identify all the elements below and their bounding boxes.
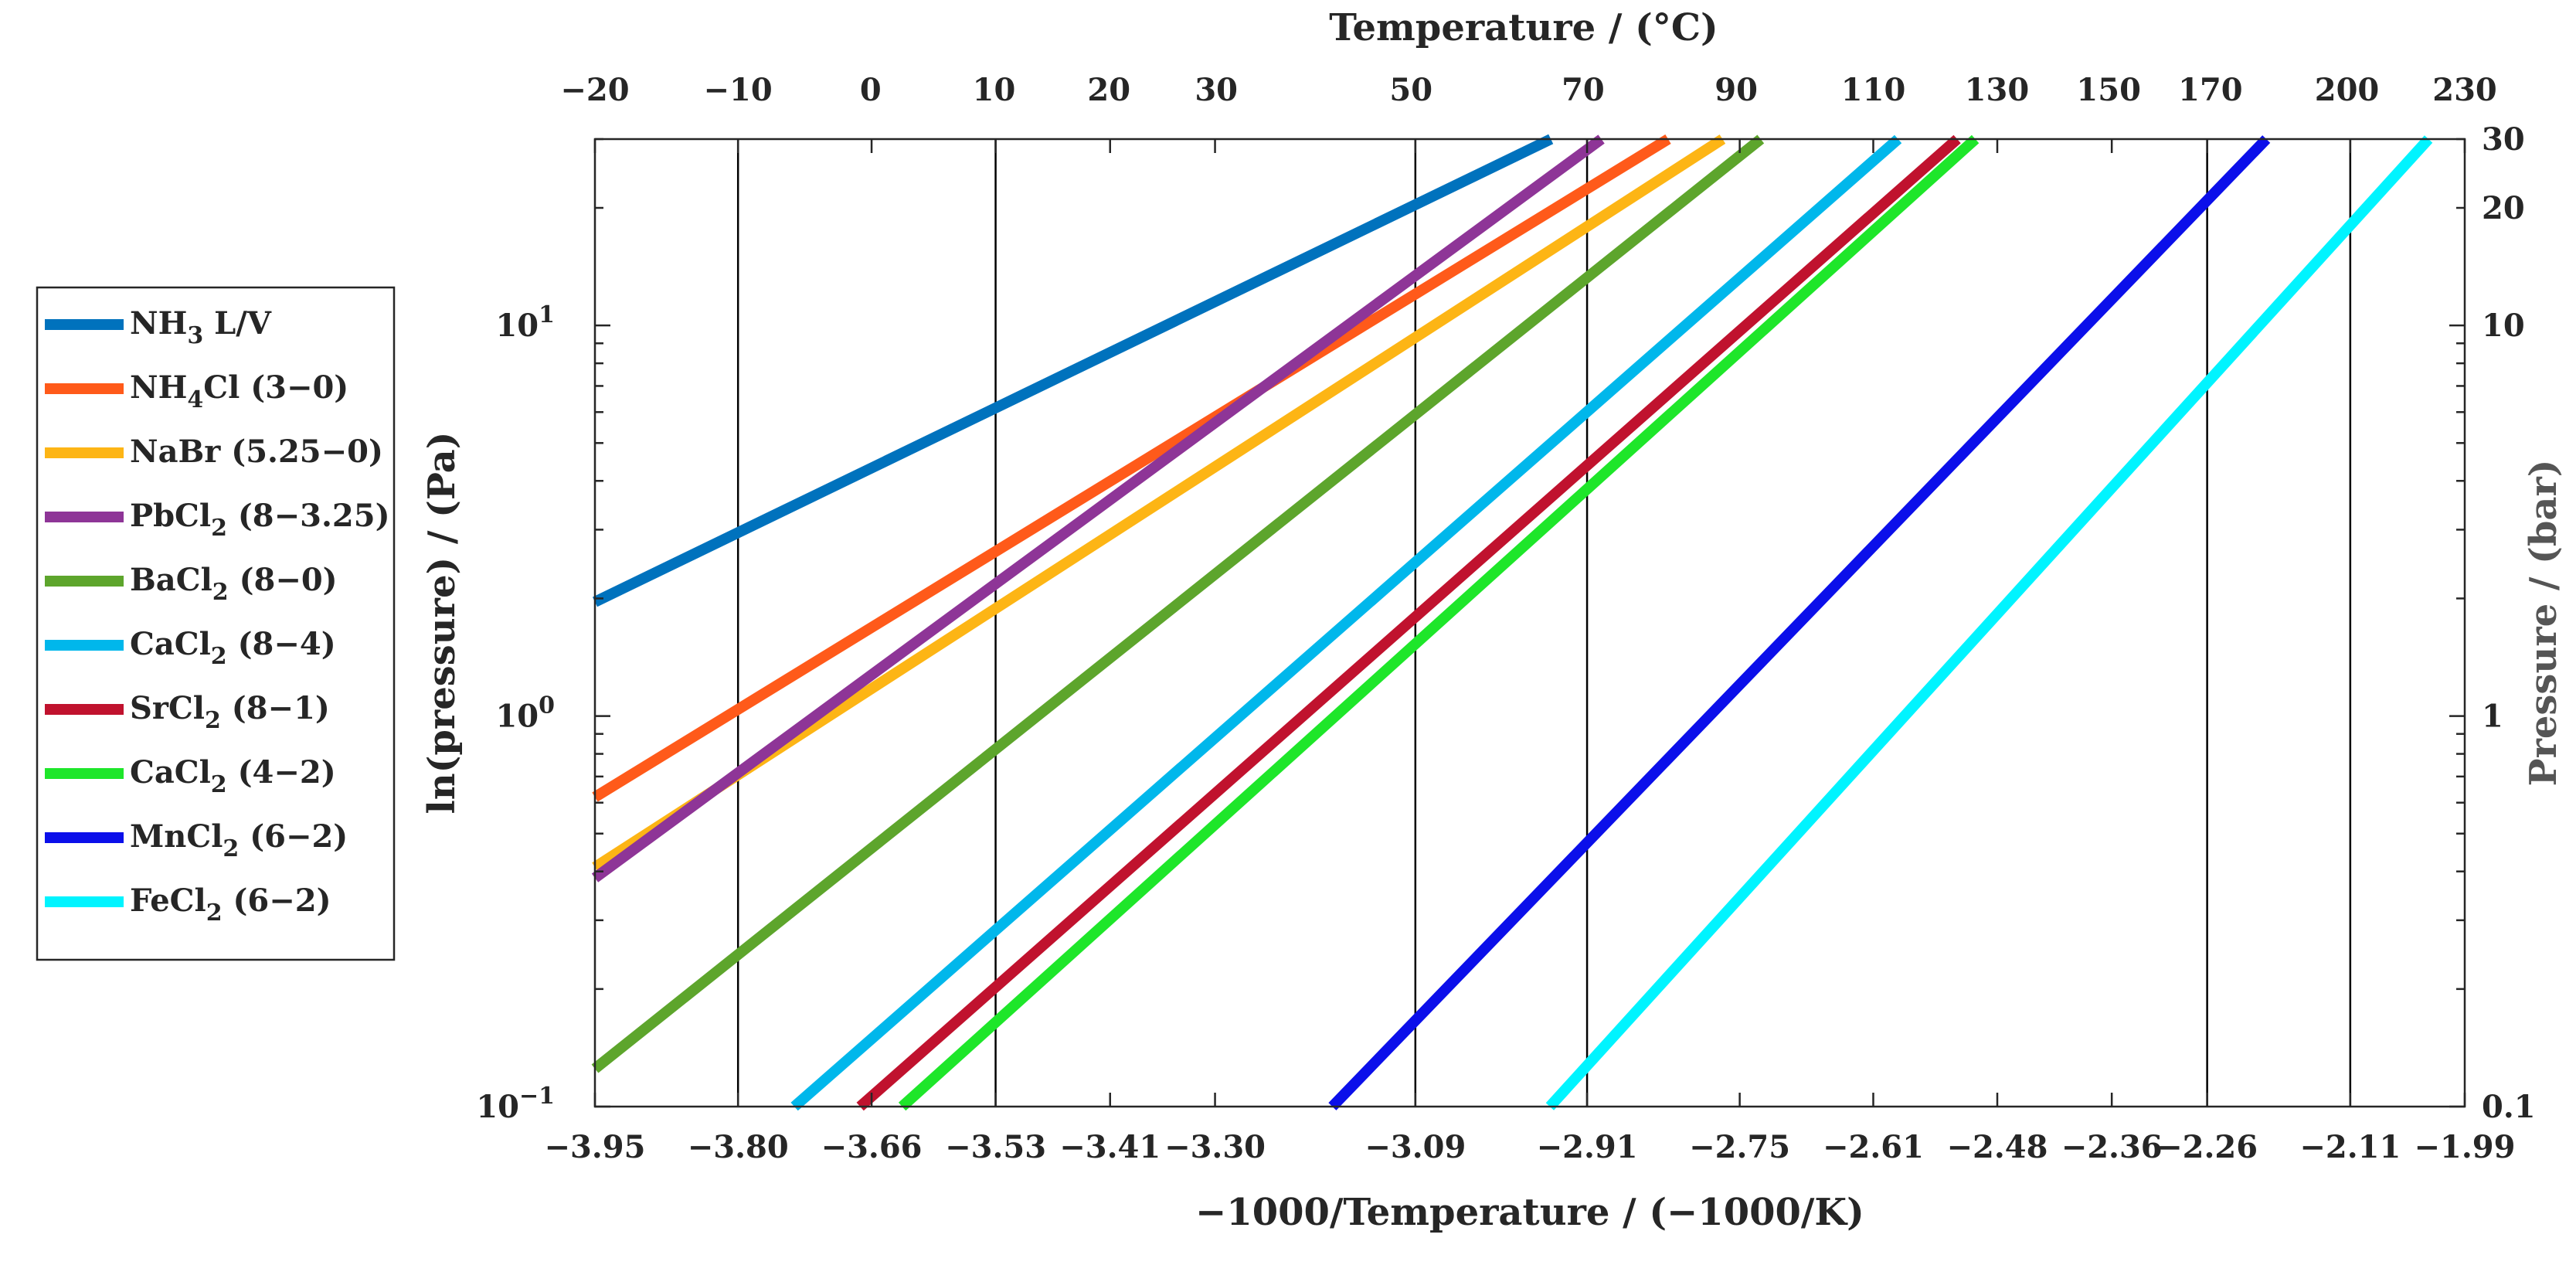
- plot-frame: [593, 138, 2466, 1108]
- series-line-1: [592, 134, 1671, 802]
- top-tick-label-8: 90: [1715, 72, 1758, 108]
- top-tick-label-11: 150: [2076, 72, 2141, 108]
- x-tick-label-11: −2.36: [2061, 1129, 2163, 1165]
- y-tick-label-1: 100: [495, 692, 555, 735]
- series-line-7: [898, 134, 1980, 1111]
- x-tick-label-3: −3.53: [945, 1129, 1046, 1165]
- series-line-4: [591, 134, 1765, 1073]
- series-line-5: [790, 134, 1902, 1111]
- x-tick-label-5: −3.30: [1164, 1129, 1266, 1165]
- axis-ticks: −3.95 −3.80 −3.66 −3.53 −3.41 −3.30 −3.09 −2.91…: [476, 72, 2535, 1165]
- x-tick-label-14: −1.99: [2415, 1129, 2516, 1165]
- x-tick-label-10: −2.48: [1947, 1129, 2048, 1165]
- top-tick-label-2: 0: [860, 72, 882, 108]
- x-tick-label-9: −2.61: [1823, 1129, 1924, 1165]
- series-line-9: [1545, 135, 2433, 1110]
- y-axis-title: ln(pressure) / (Pa): [420, 432, 464, 814]
- series-line-8: [1328, 135, 2271, 1110]
- top-tick-label-9: 110: [1841, 72, 1906, 108]
- series-line-6: [856, 134, 1961, 1111]
- x-tick-label-13: −2.11: [2299, 1129, 2401, 1165]
- legend-label-2: NaBr (5.25−0): [130, 434, 383, 470]
- top-tick-label-6: 50: [1389, 72, 1432, 108]
- y-tick-label-0: 101: [495, 301, 555, 344]
- series-lines: [591, 134, 2433, 1111]
- top-tick-label-1: −10: [703, 72, 772, 108]
- top-tick-label-13: 200: [2315, 72, 2380, 108]
- right-tick-label-3: 1: [2482, 699, 2503, 735]
- right-tick-label-0: 30: [2482, 121, 2525, 158]
- top-tick-label-4: 20: [1087, 72, 1130, 108]
- legend-label-0: NH3 L/V: [130, 305, 272, 349]
- x-tick-label-0: −3.95: [545, 1129, 646, 1165]
- right-tick-label-4: 0.1: [2482, 1089, 2536, 1125]
- legend-label-5: CaCl2 (8−4): [130, 626, 336, 670]
- x-tick-label-1: −3.80: [688, 1129, 789, 1165]
- top-tick-label-3: 10: [973, 72, 1016, 108]
- x-tick-label-4: −3.41: [1059, 1129, 1161, 1165]
- x-axis-title: −1000/Temperature / (−1000/K): [1195, 1191, 1864, 1234]
- y-tick-label-2: 10−1: [476, 1083, 555, 1125]
- top-tick-label-5: 30: [1195, 72, 1238, 108]
- top-tick-label-12: 170: [2178, 72, 2243, 108]
- top-tick-label-0: −20: [560, 72, 629, 108]
- legend-label-7: CaCl2 (4−2): [130, 754, 336, 798]
- legend-label-3: PbCl2 (8−3.25): [130, 498, 390, 542]
- series-line-0: [592, 134, 1554, 607]
- top-tick-label-7: 70: [1562, 72, 1605, 108]
- legend-label-6: SrCl2 (8−1): [130, 690, 330, 734]
- top-tick-label-14: 230: [2432, 72, 2497, 108]
- right-tick-label-2: 10: [2482, 308, 2525, 344]
- x-tick-label-8: −2.75: [1689, 1129, 1790, 1165]
- right-axis-title: Pressure / (bar): [2522, 459, 2565, 786]
- legend-box: [36, 286, 396, 961]
- legend: NH3 L/V NH4Cl (3−0) NaBr (5.25−0) PbCl2 (8−…: [36, 286, 396, 961]
- x-tick-label-6: −3.09: [1364, 1129, 1466, 1165]
- x-tick-label-7: −2.91: [1537, 1129, 1638, 1165]
- x-tick-label-12: −2.26: [2156, 1129, 2258, 1165]
- right-tick-label-1: 20: [2482, 190, 2525, 226]
- top-tick-label-10: 130: [1965, 72, 2030, 108]
- series-line-3: [591, 134, 1605, 882]
- top-axis-title: Temperature / (°C): [1329, 6, 1718, 49]
- legend-label-4: BaCl2 (8−0): [130, 562, 338, 606]
- legend-label-9: FeCl2 (6−2): [130, 882, 331, 927]
- legend-label-8: MnCl2 (6−2): [130, 818, 348, 862]
- x-tick-label-2: −3.66: [821, 1129, 923, 1165]
- legend-label-1: NH4Cl (3−0): [130, 369, 348, 413]
